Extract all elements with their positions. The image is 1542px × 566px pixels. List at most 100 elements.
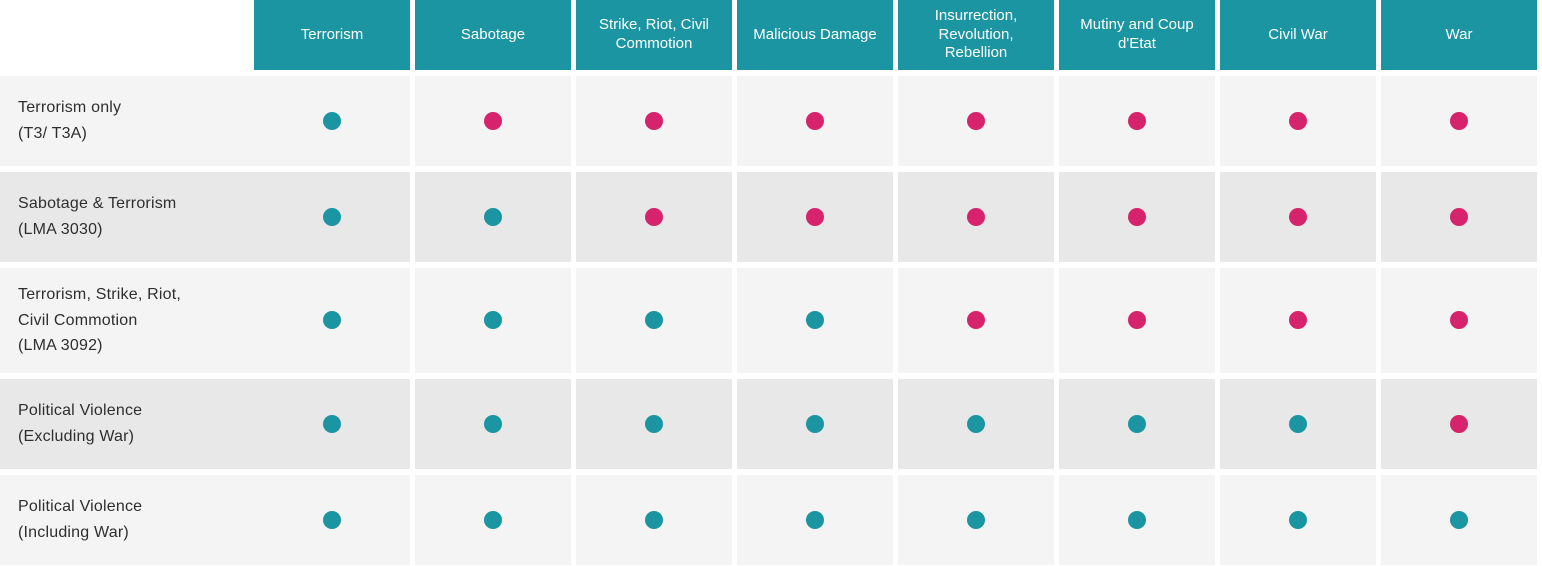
table-row: Political Violence (Excluding War) — [0, 379, 1542, 469]
coverage-cell — [1059, 172, 1215, 262]
coverage-cell — [737, 475, 893, 565]
coverage-cell — [254, 268, 410, 373]
coverage-dot-icon — [1289, 415, 1307, 433]
row-label-line: (Including War) — [18, 520, 236, 546]
col-header-label: Malicious Damage — [753, 26, 876, 45]
row-label-line: (LMA 3092) — [18, 333, 236, 359]
row-label: Terrorism only (T3/ T3A) — [0, 76, 254, 166]
coverage-dot-icon — [1450, 511, 1468, 529]
coverage-dot-icon — [484, 415, 502, 433]
coverage-cell — [737, 379, 893, 469]
coverage-cell — [737, 76, 893, 166]
coverage-dot-icon — [1450, 208, 1468, 226]
row-label-line: Sabotage & Terrorism — [18, 191, 236, 217]
col-header: Terrorism — [254, 0, 410, 70]
coverage-cell — [576, 172, 732, 262]
coverage-dot-icon — [323, 311, 341, 329]
coverage-dot-icon — [967, 311, 985, 329]
coverage-dot-icon — [1450, 311, 1468, 329]
col-header: Insurrection, Revolution, Rebellion — [898, 0, 1054, 70]
coverage-dot-icon — [967, 511, 985, 529]
col-header: Mutiny and Coup d'Etat — [1059, 0, 1215, 70]
col-header: Sabotage — [415, 0, 571, 70]
row-label: Political Violence (Including War) — [0, 475, 254, 565]
coverage-cell — [1381, 475, 1537, 565]
coverage-dot-icon — [323, 511, 341, 529]
col-header-label: Civil War — [1268, 26, 1327, 45]
row-label: Political Violence (Excluding War) — [0, 379, 254, 469]
table-row: Terrorism, Strike, Riot, Civil Commotion… — [0, 268, 1542, 373]
coverage-cell — [898, 475, 1054, 565]
coverage-dot-icon — [806, 511, 824, 529]
coverage-dot-icon — [1289, 208, 1307, 226]
coverage-dot-icon — [645, 311, 663, 329]
table-row: Political Violence (Including War) — [0, 475, 1542, 565]
coverage-dot-icon — [323, 112, 341, 130]
coverage-dot-icon — [645, 511, 663, 529]
coverage-cell — [1220, 475, 1376, 565]
coverage-cell — [1381, 76, 1537, 166]
coverage-cell — [254, 172, 410, 262]
row-label-line: Political Violence — [18, 494, 236, 520]
col-header-label: Sabotage — [461, 26, 525, 45]
coverage-cell — [254, 475, 410, 565]
col-header-label: Insurrection, Revolution, Rebellion — [908, 7, 1044, 63]
coverage-dot-icon — [806, 208, 824, 226]
coverage-dot-icon — [323, 208, 341, 226]
coverage-dot-icon — [967, 112, 985, 130]
coverage-dot-icon — [1450, 112, 1468, 130]
coverage-dot-icon — [967, 208, 985, 226]
coverage-cell — [254, 76, 410, 166]
coverage-dot-icon — [645, 112, 663, 130]
coverage-cell — [737, 172, 893, 262]
row-label-line: (T3/ T3A) — [18, 121, 236, 147]
header-spacer — [0, 0, 254, 70]
coverage-dot-icon — [1289, 311, 1307, 329]
col-header-label: Mutiny and Coup d'Etat — [1069, 16, 1205, 54]
coverage-dot-icon — [1289, 511, 1307, 529]
col-header-label: War — [1446, 26, 1473, 45]
coverage-dot-icon — [484, 112, 502, 130]
coverage-dot-icon — [645, 415, 663, 433]
coverage-cell — [1381, 379, 1537, 469]
coverage-cell — [576, 268, 732, 373]
header-row: Terrorism Sabotage Strike, Riot, Civil C… — [0, 0, 1542, 70]
coverage-cell — [898, 379, 1054, 469]
coverage-cell — [898, 268, 1054, 373]
coverage-cell — [576, 475, 732, 565]
coverage-cell — [415, 76, 571, 166]
table-row: Sabotage & Terrorism (LMA 3030) — [0, 172, 1542, 262]
col-header: Civil War — [1220, 0, 1376, 70]
coverage-cell — [1220, 379, 1376, 469]
coverage-dot-icon — [323, 415, 341, 433]
coverage-dot-icon — [484, 311, 502, 329]
col-header: War — [1381, 0, 1537, 70]
row-label-line: (Excluding War) — [18, 424, 236, 450]
row-label: Sabotage & Terrorism (LMA 3030) — [0, 172, 254, 262]
coverage-cell — [1059, 379, 1215, 469]
coverage-cell — [1059, 475, 1215, 565]
coverage-cell — [737, 268, 893, 373]
coverage-cell — [415, 172, 571, 262]
coverage-cell — [1381, 268, 1537, 373]
coverage-cell — [1059, 268, 1215, 373]
coverage-cell — [576, 379, 732, 469]
coverage-cell — [1220, 268, 1376, 373]
coverage-dot-icon — [1128, 415, 1146, 433]
coverage-cell — [1059, 76, 1215, 166]
coverage-dot-icon — [1128, 511, 1146, 529]
coverage-cell — [1220, 76, 1376, 166]
coverage-cell — [898, 172, 1054, 262]
coverage-cell — [576, 76, 732, 166]
coverage-cell — [415, 475, 571, 565]
col-header: Malicious Damage — [737, 0, 893, 70]
coverage-dot-icon — [1128, 208, 1146, 226]
coverage-dot-icon — [806, 415, 824, 433]
coverage-cell — [415, 268, 571, 373]
coverage-dot-icon — [806, 311, 824, 329]
coverage-cell — [1381, 172, 1537, 262]
coverage-cell — [898, 76, 1054, 166]
coverage-dot-icon — [645, 208, 663, 226]
coverage-cell — [254, 379, 410, 469]
col-header-label: Terrorism — [301, 26, 364, 45]
